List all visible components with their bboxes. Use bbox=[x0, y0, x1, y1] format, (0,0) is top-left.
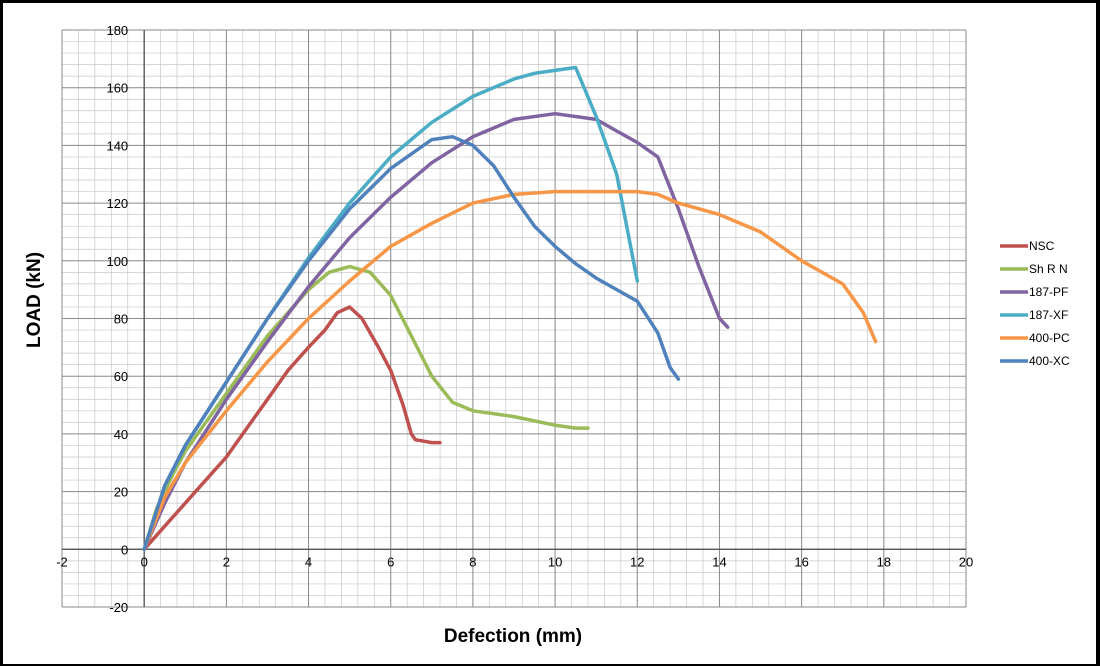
y-tick-label: 0 bbox=[121, 542, 128, 557]
y-axis-title: LOAD (kN) bbox=[24, 252, 45, 348]
x-tick-label: 12 bbox=[630, 554, 644, 569]
y-tick-label: 100 bbox=[106, 254, 128, 269]
x-tick-label: 4 bbox=[305, 554, 312, 569]
series-line-187-pf bbox=[142, 111, 730, 552]
x-tick-label: 20 bbox=[959, 554, 973, 569]
legend-label: 400-XC bbox=[1029, 354, 1070, 368]
x-tick-label: 18 bbox=[877, 554, 891, 569]
x-tick-label: 2 bbox=[223, 554, 230, 569]
x-tick-label: 10 bbox=[548, 554, 562, 569]
y-tick-label: 180 bbox=[106, 23, 128, 38]
legend-label: 187-PF bbox=[1029, 285, 1068, 299]
legend-label: Sh R N bbox=[1029, 262, 1068, 276]
legend-label: 187-XF bbox=[1029, 308, 1068, 322]
tick-labels: -2 0 2 4 6 8 10 12 14 16 18 20-20020406080100120140… bbox=[56, 23, 973, 615]
series-line-400-pc bbox=[142, 189, 878, 552]
axes bbox=[62, 30, 966, 607]
y-tick-label: 40 bbox=[114, 427, 128, 442]
y-tick-label: 140 bbox=[106, 138, 128, 153]
y-tick-label: 80 bbox=[114, 312, 128, 327]
y-tick-label: -20 bbox=[109, 600, 128, 615]
x-axis-title: Defection (mm) bbox=[444, 626, 582, 647]
x-tick-label: 6 bbox=[387, 554, 394, 569]
x-tick-label: -2 bbox=[56, 554, 68, 569]
y-tick-label: 120 bbox=[106, 196, 128, 211]
y-tick-label: 60 bbox=[114, 369, 128, 384]
series-line-sh-r-n bbox=[142, 264, 590, 552]
legend: NSC Sh R N 187-PF 187-XF 400-PC 400-XC bbox=[1000, 239, 1070, 368]
legend-label: NSC bbox=[1029, 239, 1055, 253]
x-tick-label: 0 bbox=[141, 554, 148, 569]
x-tick-label: 14 bbox=[712, 554, 726, 569]
gridlines bbox=[61, 29, 967, 608]
x-tick-label: 16 bbox=[794, 554, 808, 569]
y-tick-label: 20 bbox=[114, 485, 128, 500]
x-tick-label: 8 bbox=[469, 554, 476, 569]
series-line-nsc bbox=[142, 305, 442, 552]
series-lines bbox=[142, 65, 878, 552]
y-tick-label: 160 bbox=[106, 81, 128, 96]
series-line-400-xc bbox=[142, 134, 681, 552]
legend-label: 400-PC bbox=[1029, 331, 1070, 345]
